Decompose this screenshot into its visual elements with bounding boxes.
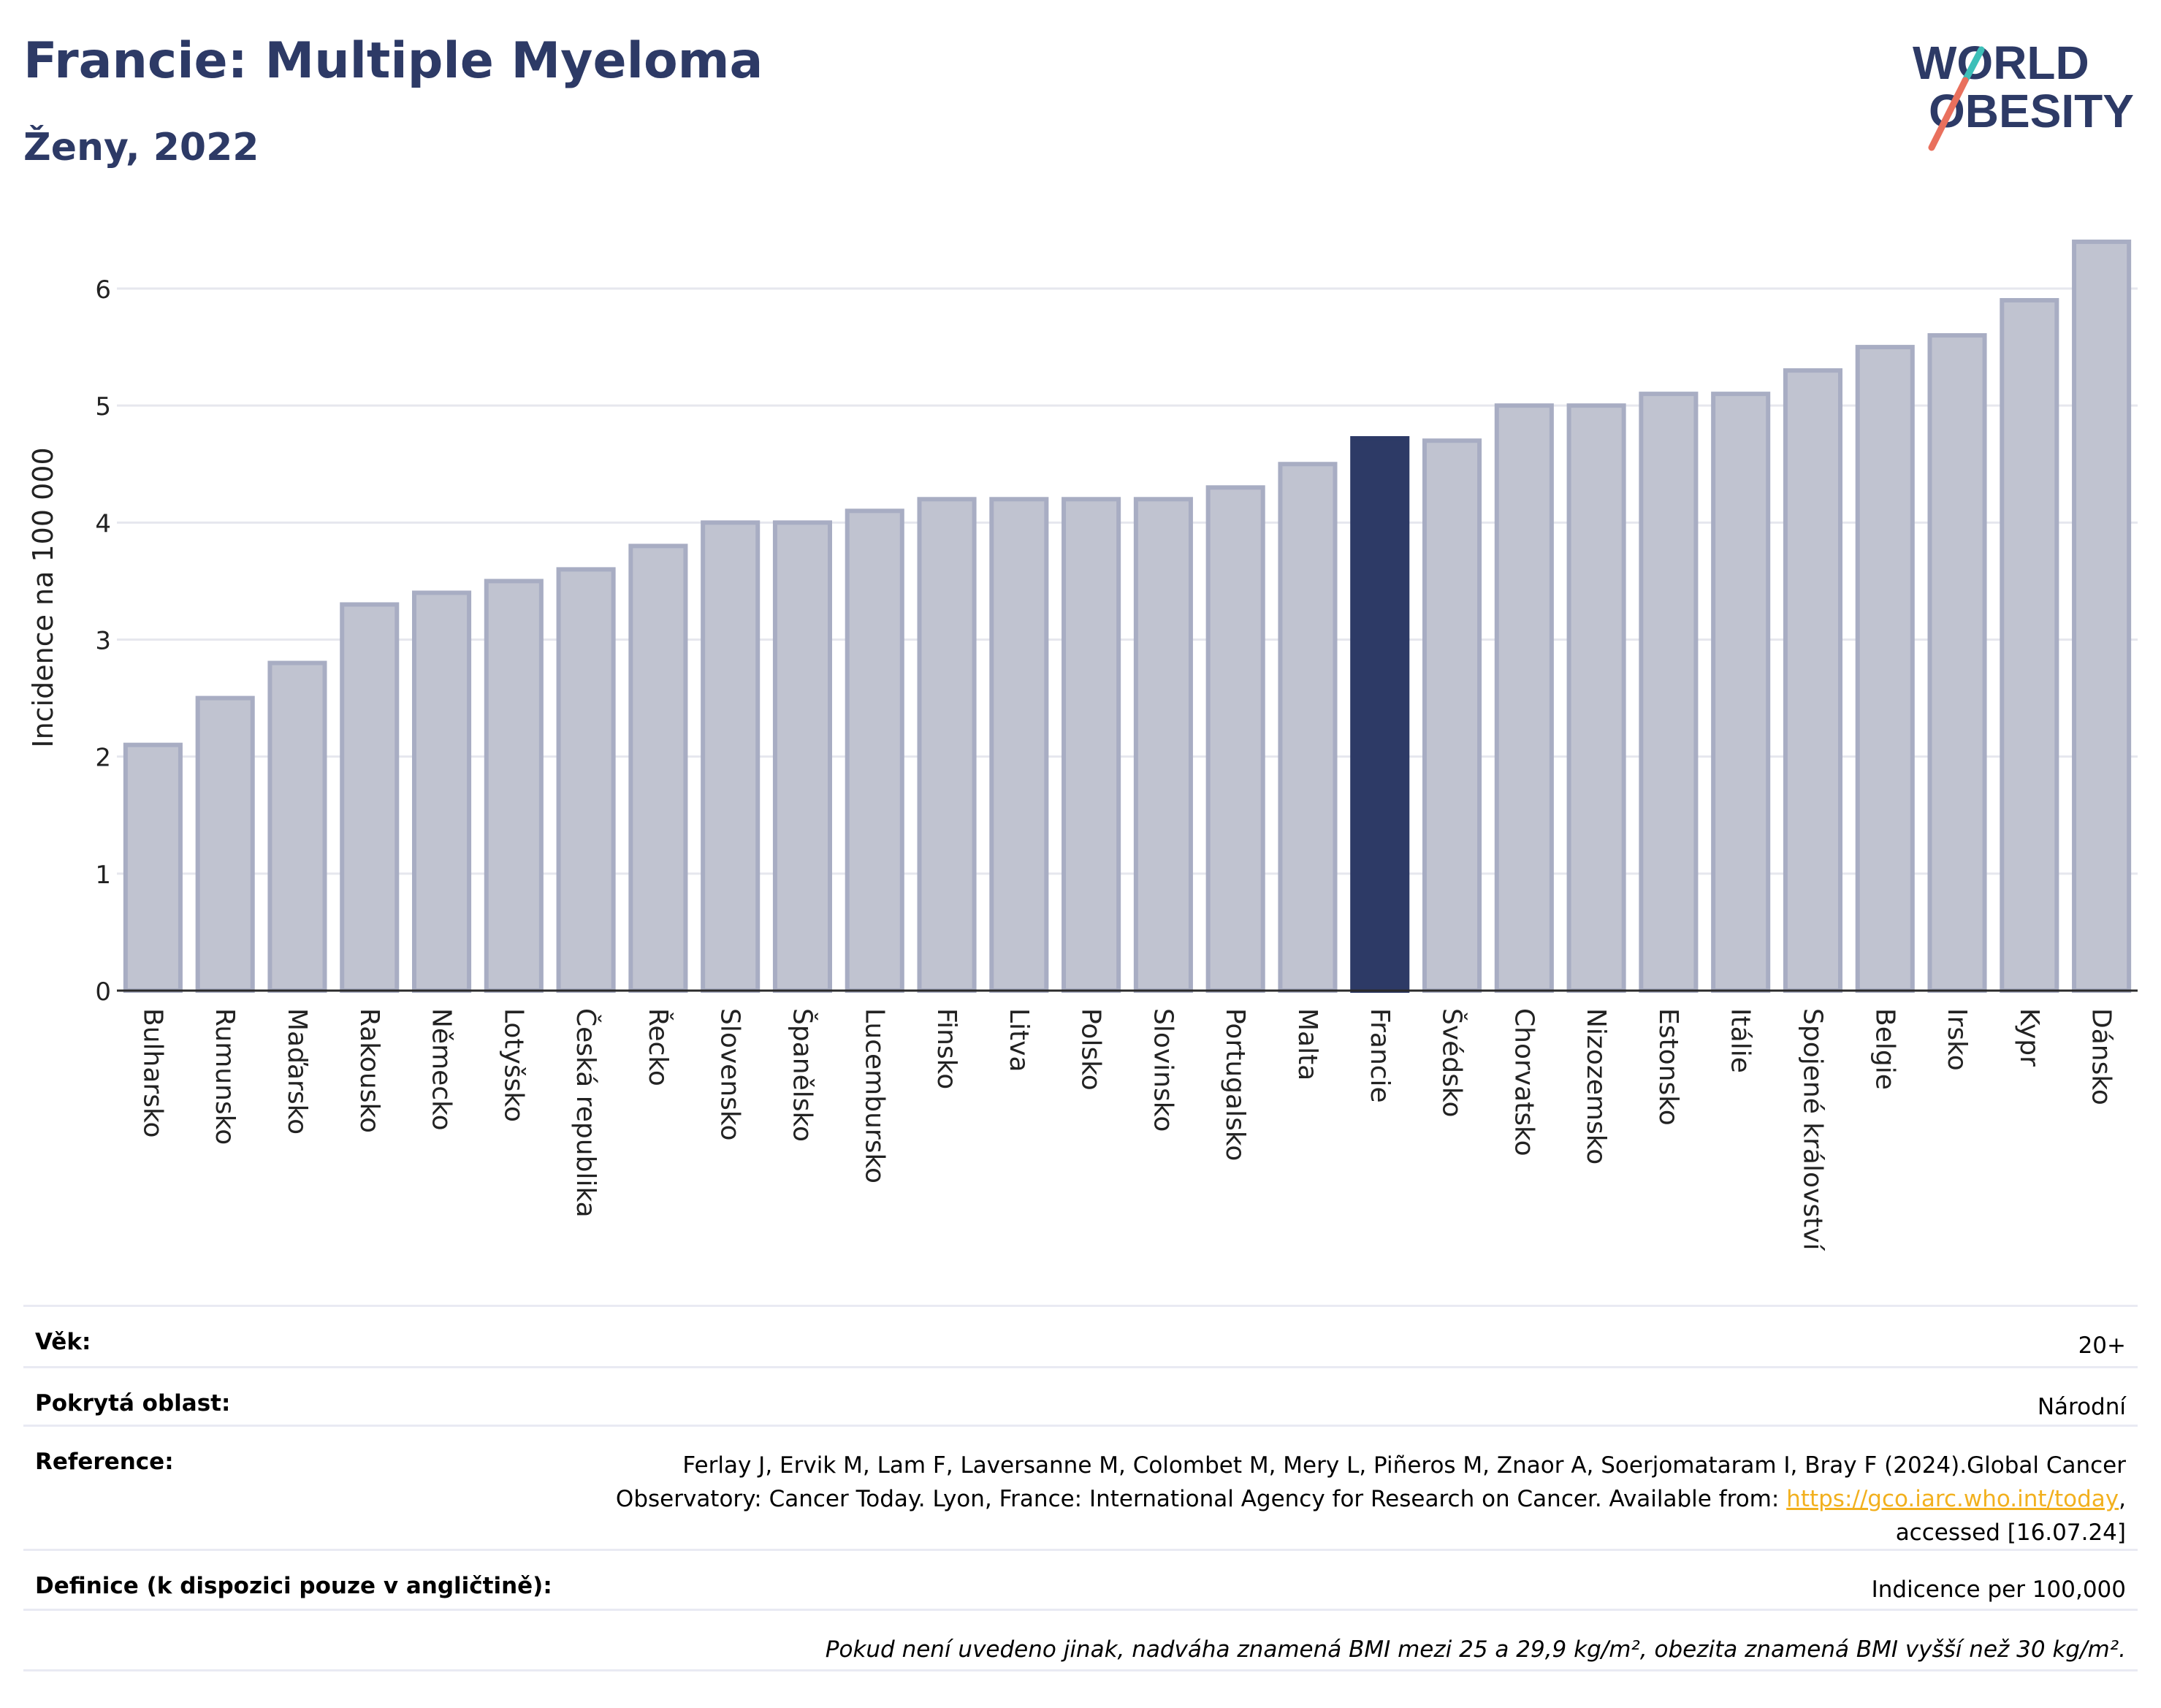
bar [484, 579, 544, 993]
y-tick-label: 5 [95, 392, 111, 422]
y-axis-label: Incidence na 100 000 [27, 447, 59, 747]
bar [556, 567, 616, 993]
area-label: Pokrytá oblast: [35, 1390, 231, 1417]
reference-text: Ferlay J, Ervik M, Lam F, Laversanne M, … [616, 1449, 2126, 1549]
y-tick-labels: 0 1 2 3 4 5 6 [95, 275, 111, 1007]
age-label: Věk: [35, 1329, 91, 1355]
bar [2000, 298, 2059, 993]
reference-link[interactable]: https://gco.iarc.who.int/today [1786, 1486, 2119, 1512]
bar [989, 497, 1049, 993]
reference-line2: Observatory: Cancer Today. Lyon, France:… [615, 1486, 1787, 1512]
world-obesity-logo: WORLD OBESITY [1913, 37, 2134, 151]
bar [1639, 392, 1699, 993]
bar [340, 602, 400, 993]
bar [1494, 403, 1554, 993]
page-title: Francie: Multiple Myeloma [23, 32, 763, 90]
x-tick-label: Portugalsko [1220, 1008, 1250, 1161]
bar [1205, 485, 1265, 993]
x-tick-label: Slovinsko [1148, 1008, 1178, 1132]
bar [195, 695, 255, 993]
x-tick-label: Bulharsko [137, 1008, 167, 1138]
info-row-footnote: Pokud není uvedeno jinak, nadváha znamen… [23, 1609, 2138, 1671]
bar [123, 742, 183, 994]
reference-accessed: accessed [16.07.24] [1895, 1520, 2126, 1546]
x-tick-label: Estonsko [1653, 1008, 1683, 1126]
x-tick-label: Belgie [1870, 1008, 1899, 1090]
bar [267, 660, 327, 993]
x-tick-label: Německo [427, 1008, 457, 1131]
bar-highlight [1350, 436, 1410, 993]
y-tick-label: 4 [95, 509, 111, 538]
x-tick-label: Dánsko [2086, 1008, 2116, 1105]
x-tick-label: Itálie [1726, 1008, 1756, 1073]
y-tick-label: 3 [95, 627, 111, 656]
info-row-age: Věk: 20+ [23, 1305, 2138, 1366]
bar [1133, 497, 1193, 993]
bar [1422, 438, 1482, 993]
info-row-reference: Reference: Ferlay J, Ervik M, Lam F, Lav… [23, 1425, 2138, 1549]
bar-chart: 0 1 2 3 4 5 6 Bulharsko Rumunsko Maďarsko Rakousk… [27, 239, 2138, 1251]
x-tick-label: Nizozemsko [1581, 1008, 1611, 1164]
bar [1855, 345, 1915, 994]
reference-comma: , [2119, 1486, 2126, 1512]
definition-label: Definice (k dispozici pouze v angličtině… [35, 1573, 552, 1599]
x-tick-label: Lucembursko [859, 1008, 889, 1183]
area-value: Národní [2037, 1394, 2126, 1420]
y-tick-label: 2 [95, 744, 111, 773]
logo-line1: WORLD [1913, 37, 2089, 89]
y-tick-label: 1 [95, 861, 111, 890]
x-tick-label: Kypr [2014, 1008, 2044, 1067]
bar [917, 497, 977, 993]
x-tick-label: Polsko [1076, 1008, 1106, 1091]
logo-line2: OBESITY [1929, 85, 2134, 137]
x-tick-label: Finsko [931, 1008, 961, 1089]
bar [845, 508, 904, 993]
bar [701, 520, 761, 993]
bar [1062, 497, 1121, 993]
info-row-definition: Definice (k dispozici pouze v angličtině… [23, 1549, 2138, 1609]
bar [1278, 462, 1338, 993]
x-tick-label: Malta [1292, 1008, 1322, 1080]
x-tick-label: Lotyšsko [498, 1008, 528, 1122]
x-tick-label: Švédsko [1437, 1008, 1468, 1118]
x-tick-label: Chorvatsko [1509, 1008, 1539, 1156]
reference-label: Reference: [35, 1449, 174, 1475]
y-tick-label: 0 [95, 977, 111, 1007]
info-row-area: Pokrytá oblast: Národní [23, 1366, 2138, 1425]
y-tick-label: 6 [95, 275, 111, 305]
bar [2072, 239, 2132, 993]
x-tick-label: Francie [1365, 1008, 1395, 1103]
x-tick-label: Rakousko [354, 1008, 384, 1133]
bar [1566, 403, 1626, 993]
bar [628, 544, 688, 993]
x-tick-label: Spojené království [1797, 1008, 1827, 1251]
x-tick-label: Španělsko [787, 1008, 817, 1142]
x-tick-labels: Bulharsko Rumunsko Maďarsko Rakousko Německo… [137, 1008, 2116, 1251]
reference-line1: Ferlay J, Ervik M, Lam F, Laversanne M, … [682, 1452, 2126, 1479]
bar [1711, 392, 1771, 993]
x-tick-label: Irsko [1942, 1008, 1972, 1071]
age-value: 20+ [2078, 1333, 2126, 1359]
bar [772, 520, 833, 993]
x-tick-label: Maďarsko [282, 1008, 312, 1135]
bars [123, 239, 2132, 994]
x-tick-label: Slovensko [715, 1008, 745, 1141]
info-table: Věk: 20+ Pokrytá oblast: Národní Referen… [23, 1305, 2138, 1671]
bar [411, 590, 472, 993]
bar [1927, 333, 1987, 994]
page-subtitle: Ženy, 2022 [23, 126, 259, 169]
x-tick-label: Litva [1004, 1008, 1034, 1072]
x-tick-label: Česká republika [571, 1008, 601, 1218]
x-tick-label: Rumunsko [210, 1008, 240, 1145]
definition-value: Indicence per 100,000 [1871, 1577, 2126, 1603]
footnote: Pokud není uvedeno jinak, nadváha znamen… [825, 1636, 2126, 1663]
x-tick-label: Řecko [643, 1008, 674, 1086]
bar [1783, 368, 1843, 994]
